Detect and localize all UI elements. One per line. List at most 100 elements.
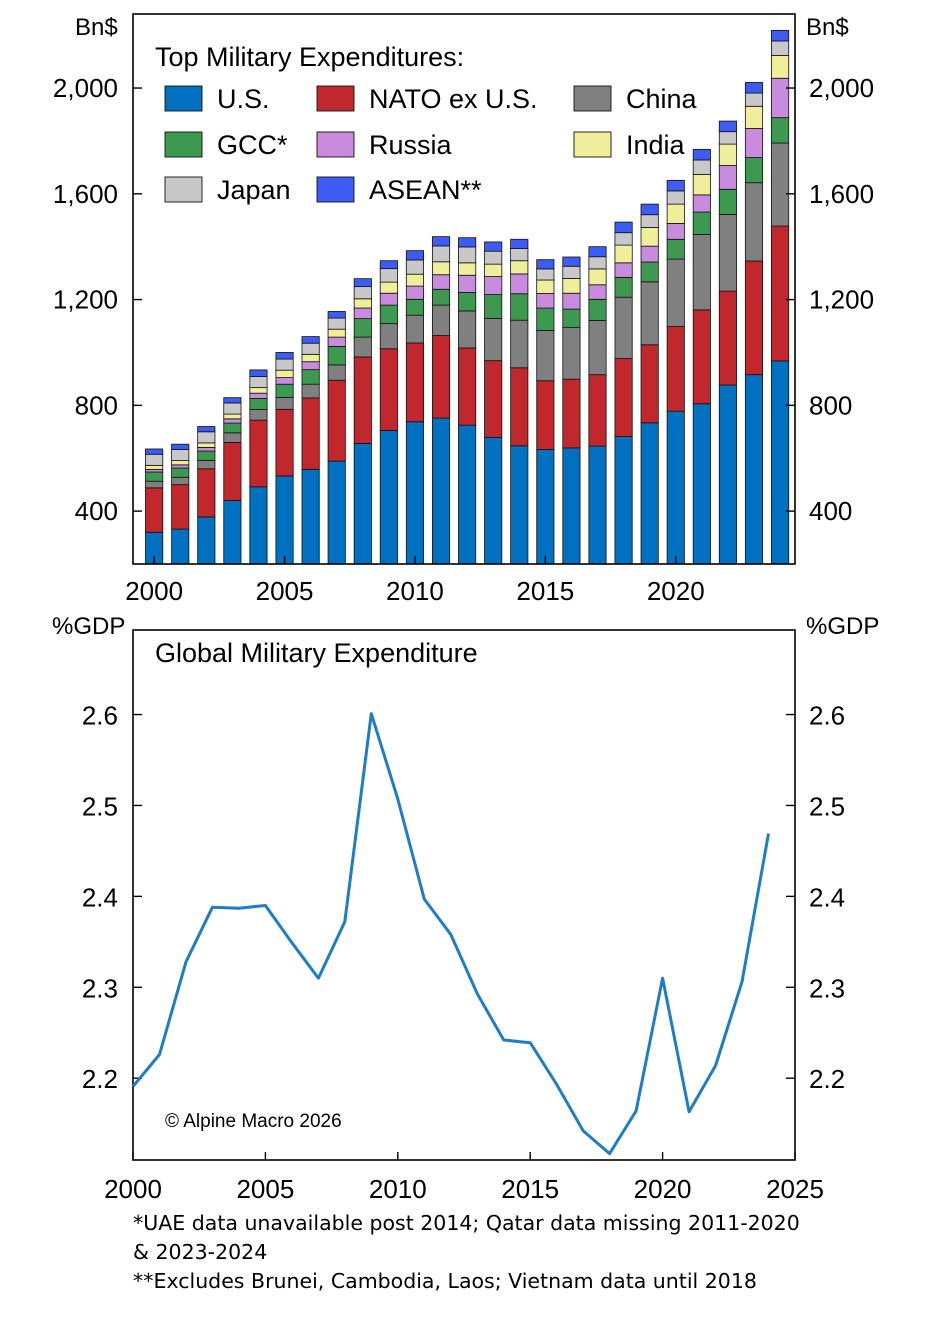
bar-china-2014 bbox=[510, 319, 529, 369]
bar-us-2007 bbox=[327, 460, 346, 565]
bar-japan-2009 bbox=[379, 268, 398, 283]
bar-asean-2007 bbox=[327, 311, 346, 319]
bar-gcc-2007 bbox=[327, 345, 346, 366]
legend-swatch-gcc bbox=[164, 131, 203, 158]
bar-gcc-2018 bbox=[614, 276, 633, 298]
bar-nato-2017 bbox=[588, 374, 607, 447]
bar-india-2020 bbox=[666, 203, 685, 224]
bar-us-2004 bbox=[249, 486, 268, 565]
bar-gcc-2024 bbox=[771, 117, 790, 144]
bar-india-2005 bbox=[275, 369, 294, 378]
bar-asean-2003 bbox=[223, 397, 242, 404]
legend-swatch-us bbox=[164, 85, 203, 112]
bar-india-2022 bbox=[718, 143, 737, 166]
xtick-label-bottom: 2010 bbox=[369, 1174, 427, 1204]
bar-china-2010 bbox=[405, 314, 424, 344]
copyright-annotation: © Alpine Macro 2026 bbox=[165, 1111, 342, 1132]
bar-nato-2000 bbox=[145, 487, 164, 533]
bar-nato-2018 bbox=[614, 358, 633, 437]
bar-japan-2006 bbox=[301, 342, 320, 355]
bar-japan-2024 bbox=[771, 40, 790, 56]
bar-japan-2015 bbox=[536, 268, 555, 281]
bar-russia-2017 bbox=[588, 284, 607, 300]
bottom-axis-ticks: 2.2 2.2 2.3 2.3 2.4 2.4 2.5 2.5 2.6 2.6 2000 2005 20… bbox=[82, 701, 845, 1204]
bar-india-2024 bbox=[771, 55, 790, 79]
bar-us-2005 bbox=[275, 475, 294, 565]
ytick-label-right: 1,600 bbox=[809, 179, 874, 209]
bar-india-2021 bbox=[692, 174, 711, 196]
bar-gcc-2012 bbox=[458, 292, 477, 312]
bar-india-2018 bbox=[614, 244, 633, 264]
bar-nato-2008 bbox=[353, 356, 372, 444]
bar-russia-2005 bbox=[275, 377, 294, 385]
bar-russia-2024 bbox=[771, 77, 790, 119]
legend-label-india: India bbox=[626, 130, 686, 160]
bar-china-2020 bbox=[666, 258, 685, 327]
bar-us-2008 bbox=[353, 443, 372, 565]
bar-gcc-2010 bbox=[405, 298, 424, 316]
bar-japan-2012 bbox=[458, 246, 477, 264]
top-axis-ticks: 400 400 800 800 1,200 1,200 1,600 1,600 2,000 2,0… bbox=[53, 73, 874, 606]
bar-us-2011 bbox=[431, 417, 451, 565]
xtick-label-top: 2015 bbox=[516, 576, 574, 606]
bar-us-2018 bbox=[614, 436, 633, 565]
ytick-label-right: 2.4 bbox=[809, 882, 845, 912]
bar-india-2008 bbox=[353, 298, 372, 309]
bar-asean-2010 bbox=[405, 250, 424, 261]
global-milex-line bbox=[131, 712, 770, 1156]
bar-nato-2009 bbox=[379, 348, 398, 431]
bar-japan-2022 bbox=[718, 131, 737, 145]
bar-russia-2016 bbox=[562, 292, 581, 310]
bottom-left-unit-label: %GDP bbox=[52, 613, 125, 640]
bar-gcc-2017 bbox=[588, 298, 607, 321]
bar-japan-2001 bbox=[171, 449, 190, 462]
ytick-label-right: 400 bbox=[809, 496, 852, 526]
xtick-label-bottom: 2005 bbox=[236, 1174, 294, 1204]
bar-gcc-2011 bbox=[431, 288, 451, 306]
bar-asean-2017 bbox=[588, 246, 607, 258]
bar-russia-2022 bbox=[718, 165, 737, 190]
bar-japan-2023 bbox=[744, 92, 764, 107]
top-right-unit-label: Bn$ bbox=[806, 14, 849, 41]
legend-label-asean: ASEAN** bbox=[369, 175, 482, 205]
bar-japan-2014 bbox=[510, 248, 529, 262]
bar-china-2019 bbox=[640, 281, 659, 346]
legend-swatch-russia bbox=[316, 131, 355, 158]
bar-asean-2024 bbox=[771, 29, 790, 42]
bar-nato-2015 bbox=[536, 380, 555, 450]
bar-russia-2004 bbox=[249, 392, 268, 399]
bar-india-2014 bbox=[510, 260, 529, 275]
bar-us-2015 bbox=[536, 449, 555, 565]
bar-china-2011 bbox=[431, 304, 451, 336]
bar-gcc-2005 bbox=[275, 383, 294, 398]
bar-russia-2011 bbox=[431, 274, 451, 290]
bar-us-2014 bbox=[510, 445, 529, 565]
bar-japan-2016 bbox=[562, 265, 581, 279]
bar-russia-2007 bbox=[327, 336, 346, 347]
bar-russia-2020 bbox=[666, 223, 685, 240]
bar-us-2006 bbox=[301, 468, 320, 565]
bar-india-2006 bbox=[301, 353, 320, 363]
ytick-label-right: 2.5 bbox=[809, 791, 845, 821]
bar-asean-2004 bbox=[249, 369, 268, 377]
ytick-label-left: 2.4 bbox=[82, 882, 118, 912]
bar-india-2013 bbox=[484, 263, 503, 277]
bar-gcc-2022 bbox=[718, 188, 737, 215]
bottom-right-unit-label: %GDP bbox=[806, 613, 879, 640]
bar-nato-2005 bbox=[275, 408, 294, 477]
legend-label-japan: Japan bbox=[217, 175, 291, 205]
bar-us-2016 bbox=[562, 447, 581, 565]
bar-russia-2012 bbox=[458, 274, 477, 293]
bar-us-2010 bbox=[405, 421, 424, 565]
bar-india-2010 bbox=[405, 273, 424, 287]
ytick-label-left: 2.6 bbox=[82, 701, 118, 731]
bar-nato-2016 bbox=[562, 378, 581, 449]
bar-japan-2000 bbox=[145, 453, 164, 466]
ytick-label-left: 2.3 bbox=[82, 973, 118, 1003]
bar-nato-2004 bbox=[249, 419, 268, 488]
bar-japan-2013 bbox=[484, 250, 503, 265]
bar-asean-2000 bbox=[145, 448, 164, 455]
bar-japan-2018 bbox=[614, 232, 633, 246]
bar-nato-2006 bbox=[301, 397, 320, 470]
ytick-label-left: 800 bbox=[75, 390, 118, 420]
